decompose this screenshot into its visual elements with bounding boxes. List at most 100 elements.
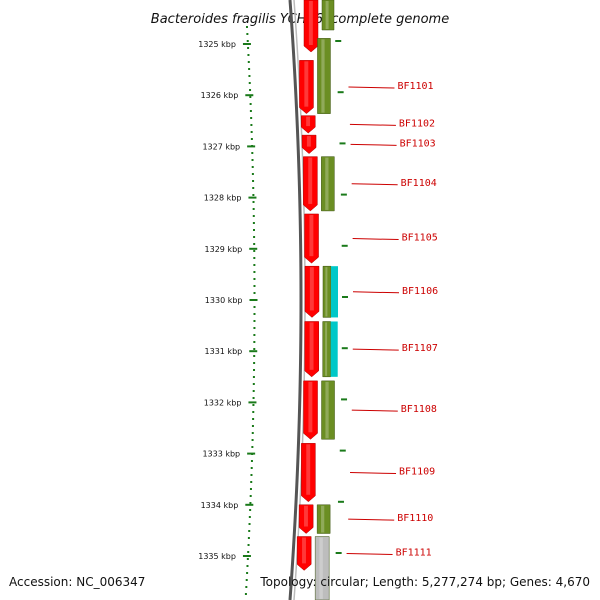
feature-bf1104-shine (325, 157, 329, 210)
ruler-tick (249, 299, 258, 301)
gene-label-bf1101: BF1101 (348, 81, 434, 92)
ruler-dot (249, 509, 252, 511)
ruler-dot (252, 229, 255, 231)
ruler-dot (253, 355, 256, 357)
ruler-tick-right (341, 347, 348, 350)
topology-text: Topology: circular; Length: 5,277,274 bp… (260, 575, 590, 589)
ruler-dot (252, 404, 255, 406)
ruler-dot (252, 383, 255, 385)
ruler-tick (247, 452, 256, 455)
gene-bf1105 (304, 213, 319, 264)
ruler-tick-right (341, 244, 348, 247)
ruler-tick-right (335, 552, 342, 554)
ruler-dot (252, 187, 255, 189)
gene-name-label: BF1111 (396, 547, 432, 558)
gene-name-label: BF1103 (400, 138, 436, 149)
ruler-tick-right (339, 449, 346, 452)
ruler-dot (253, 257, 256, 259)
ruler-dot (248, 68, 251, 70)
ruler-dot (250, 131, 253, 133)
ruler-dot (246, 565, 249, 567)
gene-bf1101-shine (304, 61, 309, 107)
ruler-tick-label: 1329 kbp (205, 245, 243, 254)
ruler-tick (245, 503, 254, 506)
label-connector (352, 348, 399, 351)
feature-bf1106-cyan (330, 266, 338, 318)
feature-bf1101-shine (321, 39, 325, 113)
gene-name-label: BF1109 (399, 467, 435, 478)
ruler-dot (251, 446, 254, 448)
ruler-dot (249, 502, 252, 504)
label-connector (352, 238, 399, 241)
ruler-dot (251, 173, 254, 175)
ruler-dot (246, 572, 249, 574)
gene-track (296, 0, 338, 600)
ruler-tick (248, 401, 257, 404)
ruler-dot (249, 89, 252, 91)
gene-labels: BF1101 BF1102 BF1103 BF1104 BF1105 BF1106 BF11… (346, 81, 438, 558)
ruler-dot (253, 292, 256, 294)
gene-bf1110 (298, 504, 314, 534)
ruler-dot (248, 523, 251, 525)
label-connector (348, 518, 395, 521)
gene-label-bf1106: BF1106 (352, 286, 438, 297)
ruler-dot (253, 348, 256, 350)
feature-bf1104 (321, 156, 335, 212)
gene-bf1109 (301, 443, 316, 503)
gene-bf1104-shine (308, 157, 313, 204)
feature-bf1106-body (322, 265, 332, 318)
gene-bf1105-shine (309, 214, 314, 257)
gene-name-label: BF1110 (397, 513, 433, 524)
ruler-tick-right (340, 193, 347, 196)
gene-bf1107 (304, 321, 319, 378)
ruler-dot (253, 334, 256, 336)
ruler-dot (244, 593, 247, 595)
backbone-line (288, 0, 303, 600)
ruler-tick-right (341, 398, 348, 401)
ruler-tick (242, 43, 251, 45)
ruler-tick (245, 94, 254, 97)
gene-partial-top (303, 0, 319, 53)
ruler-dot (251, 439, 254, 441)
ruler-dot (252, 418, 255, 420)
gene-bf1109-shine (306, 444, 311, 495)
ruler-dot (248, 82, 251, 84)
feature-bf1111-grey-body (314, 536, 330, 600)
ruler-dot (253, 264, 256, 266)
ruler-dot (253, 250, 256, 252)
ruler-dot (253, 278, 256, 280)
feature-bf1110-body (316, 504, 331, 534)
gene-bf1108 (303, 380, 318, 440)
gene-partial-top-olive (321, 0, 335, 31)
ruler-dot (247, 54, 250, 56)
ruler-tick-right (335, 40, 342, 42)
ruler-dot (252, 390, 255, 392)
feature-bf1101 (317, 38, 331, 114)
ruler-dot (253, 306, 256, 308)
ruler-dots (244, 26, 256, 595)
ruler-tick (247, 145, 256, 148)
gene-name-label: BF1105 (402, 233, 438, 244)
gene-partial-top-shine (308, 1, 313, 45)
ruler-dot (252, 208, 255, 210)
feature-bf1110-shine (321, 505, 325, 533)
feature-bf1106 (322, 265, 332, 318)
ruler-dot (251, 432, 254, 434)
label-connector (346, 552, 393, 555)
ruler-tick-label: 1325 kbp (198, 40, 236, 49)
ruler-dot (250, 481, 253, 483)
ruler-tick (249, 350, 258, 353)
ruler-dot (246, 40, 249, 42)
ruler-dot (252, 222, 255, 224)
gene-label-bf1103: BF1103 (350, 138, 436, 149)
ruler-tick (242, 555, 251, 557)
ruler-dot (249, 110, 252, 112)
label-connector (350, 143, 397, 146)
gene-label-bf1109: BF1109 (350, 467, 435, 478)
ruler-tick-label: 1334 kbp (201, 501, 239, 510)
ruler-dot (253, 313, 256, 315)
gene-bf1106-shine (309, 267, 314, 311)
label-connector (352, 291, 400, 294)
ruler-dot (247, 61, 250, 63)
ruler-dot (253, 369, 256, 371)
